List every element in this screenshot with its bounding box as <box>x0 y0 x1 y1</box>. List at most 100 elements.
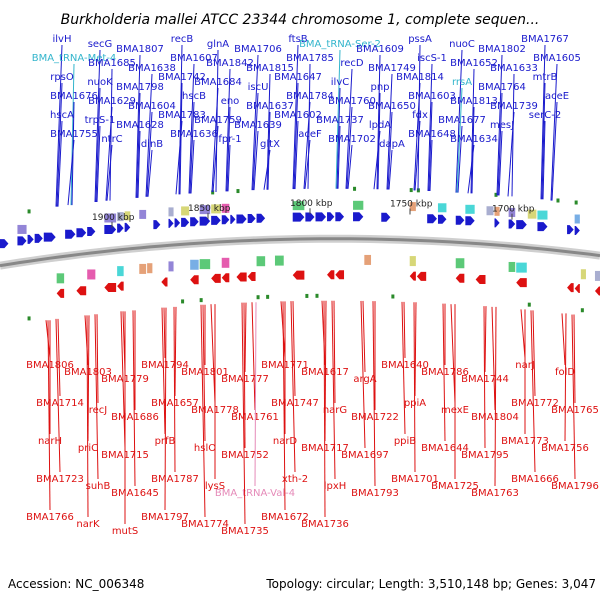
forward-gene-label: BMA1639 <box>234 120 282 131</box>
forward-gene-arrow <box>315 212 327 222</box>
scale-label: 1800 kbp <box>290 199 333 209</box>
forward-gene-leader <box>429 139 433 192</box>
reverse-gene-label: BMA1645 <box>111 488 159 499</box>
forward-gene-leader <box>145 73 153 197</box>
scale-labels: 1900 kbp 1850 kbp 1800 kbp 1750 kbp 1700 kbp <box>92 199 535 228</box>
reverse-gene-label: BMA1747 <box>271 398 319 409</box>
forward-gene-label: aceF <box>298 129 322 140</box>
reverse-gene-label: narK <box>76 519 100 530</box>
forward-gene-arrow <box>230 214 236 224</box>
forward-gene-label: iscS-1 <box>417 53 447 64</box>
feature-box <box>181 206 190 216</box>
forward-gene-leader <box>470 68 475 194</box>
reverse-gene-leader <box>120 311 126 449</box>
forward-gene-arrow <box>34 233 43 243</box>
forward-gene-label: rrsA <box>452 77 472 88</box>
reverse-gene-leader <box>360 300 366 449</box>
forward-gene-label: BMA1604 <box>128 101 176 112</box>
marker-dot <box>236 189 240 194</box>
reverse-gene-leader <box>520 309 526 359</box>
forward-gene-label: BMA1676 <box>50 91 98 102</box>
forward-gene-arrow <box>292 212 305 222</box>
feature-box <box>580 269 586 280</box>
reverse-gene-label: BMA1735 <box>221 526 269 537</box>
forward-gene-label: BMA1807 <box>116 44 164 55</box>
forward-gene-leader <box>304 139 311 189</box>
forward-gene-leader <box>417 44 421 191</box>
marker-dot <box>353 186 357 191</box>
forward-gene-leader <box>137 130 141 198</box>
feature-box <box>190 259 199 270</box>
reverse-gene-label: BMA1796 <box>551 481 599 492</box>
forward-gene-label: recB <box>171 34 194 45</box>
forward-gene-label: BMA1783 <box>158 110 206 121</box>
forward-gene-label: rpsO <box>50 72 74 83</box>
reverse-gene-leader <box>442 303 446 442</box>
forward-gene-leader <box>227 144 231 192</box>
forward-gene-label: dinB <box>141 139 163 150</box>
reverse-gene-label: BMA1794 <box>141 360 189 371</box>
forward-gene-leader <box>94 49 101 203</box>
feature-box <box>139 263 147 274</box>
reverse-gene-leader <box>161 307 166 435</box>
forward-gene-label: hscB <box>182 91 206 102</box>
forward-gene-arrow <box>221 215 230 225</box>
reverse-gene-arrow <box>574 284 580 294</box>
forward-gene-label: BMA1755 <box>50 129 98 140</box>
reverse-gene-leader <box>491 306 496 411</box>
feature-box <box>516 262 527 273</box>
forward-gene-leader <box>457 125 463 193</box>
marker-dot <box>199 298 203 303</box>
forward-gene-label: pnp <box>370 82 389 93</box>
forward-gene-label: BMA1785 <box>286 53 334 64</box>
forward-gene-label: BMA_tRNA-Ser-2 <box>299 39 381 50</box>
forward-gene-label: BMA1813 <box>450 96 498 107</box>
marker-dot <box>527 302 531 307</box>
reverse-gene-leader <box>362 300 366 373</box>
forward-gene-label: BMA1760 <box>328 96 376 107</box>
reverse-gene-arrow <box>161 277 168 287</box>
forward-gene-leader <box>540 44 546 200</box>
forward-gene-leader <box>178 44 183 195</box>
forward-gene-arrow <box>43 232 56 242</box>
forward-gene-leader <box>550 63 558 201</box>
reverse-gene-leader <box>403 301 406 359</box>
forward-gene-leader <box>57 120 63 207</box>
forward-gene-label: BMA1759 <box>194 115 242 126</box>
reverse-gene-arrow <box>247 272 256 282</box>
forward-gene-arrow <box>494 218 500 228</box>
reverse-gene-label: narH <box>38 436 62 447</box>
forward-gene-arrow <box>104 224 117 234</box>
feature-box <box>437 203 447 213</box>
feature-box <box>117 212 124 222</box>
reverse-gene-label: BMA1763 <box>471 488 519 499</box>
forward-gene-label: dapA <box>379 139 405 150</box>
forward-gene-leader <box>413 82 421 191</box>
forward-gene-label: BMA_tRNA-Met-4 <box>32 53 117 64</box>
reverse-gene-leader <box>254 302 257 487</box>
forward-gene-label: BMA1638 <box>128 63 176 74</box>
forward-gene-leader <box>307 63 311 189</box>
feature-box <box>139 209 147 219</box>
feature-box <box>221 203 230 213</box>
forward-gene-leader <box>428 101 433 192</box>
forward-gene-label: nuoC <box>449 39 475 50</box>
reverse-gene-arrow <box>594 286 600 296</box>
reverse-gene-arrow <box>292 270 305 280</box>
forward-gene-label: BMA1739 <box>490 101 538 112</box>
forward-gene-arrow <box>381 212 391 222</box>
forward-gene-label: BMA1629 <box>88 96 136 107</box>
reverse-gene-leader <box>450 304 456 404</box>
reverse-gene-label: lpxH <box>324 481 347 492</box>
reverse-gene-label: BMA1644 <box>421 443 469 454</box>
reverse-gene-label: ppiB <box>394 436 416 447</box>
forward-gene-label: BMA1802 <box>478 44 526 55</box>
feature-box <box>494 206 500 216</box>
forward-gene-arrow <box>168 218 174 228</box>
reverse-gene-labels: BMA1806BMA1803BMA1779BMA1794BMA1801BMA17… <box>26 300 599 537</box>
forward-gene-leader <box>175 120 183 195</box>
reverse-gene-label: recJ <box>89 405 108 416</box>
forward-gene-arrow <box>327 212 335 222</box>
reverse-gene-label: BMA1686 <box>111 412 159 423</box>
forward-gene-arrow <box>199 216 211 226</box>
